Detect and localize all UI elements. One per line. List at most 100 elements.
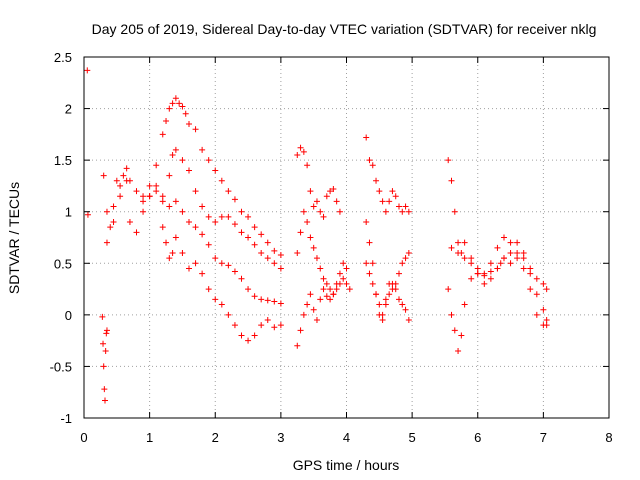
data-point <box>123 177 130 184</box>
data-point <box>186 219 192 226</box>
data-point <box>346 286 353 293</box>
data-point <box>277 322 284 329</box>
data-point <box>468 260 475 267</box>
series-night-a <box>445 157 550 293</box>
series-night-c <box>448 234 550 329</box>
data-point <box>103 330 110 337</box>
data-point <box>123 165 130 172</box>
data-point <box>277 265 284 272</box>
data-point <box>297 229 304 236</box>
data-point <box>163 117 170 124</box>
data-point <box>277 300 284 307</box>
y-tick-label: -0.5 <box>50 359 72 374</box>
data-point <box>153 162 160 169</box>
data-point <box>307 188 314 195</box>
data-point <box>231 196 238 203</box>
data-point <box>481 272 488 279</box>
data-point <box>103 327 110 334</box>
data-point <box>497 260 504 267</box>
data-point <box>251 241 258 248</box>
data-point <box>277 252 284 259</box>
data-point <box>540 280 547 287</box>
data-point <box>382 296 389 303</box>
data-point <box>376 188 383 195</box>
data-point <box>199 231 206 238</box>
data-point <box>330 291 337 298</box>
data-point <box>271 260 278 267</box>
data-point <box>113 177 120 184</box>
data-point <box>300 311 307 318</box>
data-point <box>455 249 462 256</box>
data-point <box>294 342 301 349</box>
data-point <box>140 198 147 205</box>
series-early-low <box>99 313 110 404</box>
data-point <box>327 296 334 303</box>
data-point <box>225 188 232 195</box>
data-point <box>163 239 170 246</box>
data-point <box>218 213 225 220</box>
data-point <box>245 286 252 293</box>
data-point <box>172 146 179 153</box>
data-point <box>310 306 317 313</box>
y-tick-label: -1 <box>60 411 72 426</box>
data-point <box>205 286 212 293</box>
data-point <box>172 95 179 102</box>
data-point <box>172 198 179 205</box>
chart-title: Day 205 of 2019, Sidereal Day-to-day VTE… <box>92 21 597 37</box>
data-point <box>313 198 320 205</box>
series-arc-high <box>100 95 284 259</box>
data-point <box>461 239 468 246</box>
data-point <box>533 311 540 318</box>
data-point <box>445 286 452 293</box>
data-point <box>386 291 393 298</box>
data-point <box>540 306 547 313</box>
data-point <box>481 280 488 287</box>
data-point <box>405 317 412 324</box>
data-point <box>169 151 176 158</box>
y-axis-label: SDTVAR / TECUs <box>6 182 22 294</box>
data-point <box>212 255 219 262</box>
data-point <box>520 255 527 262</box>
data-point <box>468 255 475 262</box>
data-point <box>199 270 206 277</box>
data-point <box>507 249 514 256</box>
data-point <box>323 280 330 287</box>
data-point <box>366 157 373 164</box>
data-point <box>333 286 340 293</box>
x-tick-label: 3 <box>277 430 284 445</box>
data-point <box>186 121 192 128</box>
data-point <box>140 208 147 215</box>
data-point <box>382 301 389 308</box>
data-point <box>320 213 327 220</box>
data-point <box>258 322 265 329</box>
data-point <box>307 291 314 298</box>
data-point <box>520 249 527 256</box>
data-point <box>172 234 179 241</box>
data-point <box>199 146 206 153</box>
data-point <box>238 229 245 236</box>
data-points <box>84 67 550 404</box>
y-tick-label: 1.5 <box>54 153 72 168</box>
data-point <box>369 162 376 169</box>
data-point <box>186 265 192 272</box>
data-point <box>474 270 481 277</box>
data-point <box>392 193 399 200</box>
data-point <box>245 234 252 241</box>
data-point <box>225 262 232 269</box>
data-point <box>520 265 527 272</box>
data-point <box>304 162 311 169</box>
data-point <box>300 148 307 155</box>
data-point <box>258 296 265 303</box>
data-point <box>238 275 245 282</box>
data-point <box>373 291 380 298</box>
data-point <box>166 105 173 112</box>
data-point <box>310 203 317 210</box>
y-tick-label: 0.5 <box>54 256 72 271</box>
data-point <box>396 270 402 277</box>
data-point <box>333 198 340 205</box>
data-point <box>458 332 465 339</box>
data-point <box>514 255 521 262</box>
data-point <box>405 208 412 215</box>
data-point <box>133 188 140 195</box>
